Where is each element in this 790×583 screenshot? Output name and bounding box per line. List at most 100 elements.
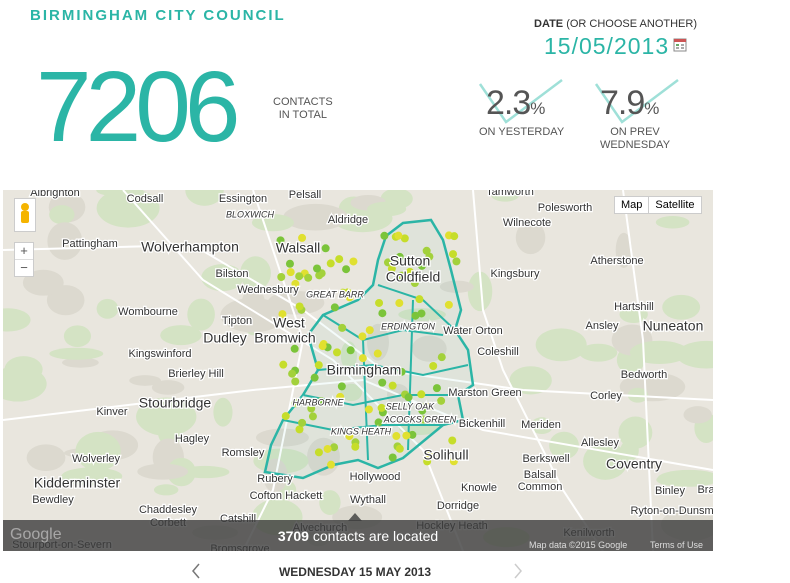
contact-dot [337,382,346,391]
place-label: Brierley Hill [168,368,224,380]
contact-dot [336,392,345,401]
urban-area [96,190,160,228]
place-label: Romsley [222,447,265,459]
map-bg [3,190,713,551]
contact-dot [437,396,446,405]
terms[interactable]: Terms of Use [650,540,704,550]
contact-dot [288,369,297,378]
urban-area [411,335,447,362]
contact-dot [395,299,404,308]
contact-dot [418,406,427,415]
google-logo: Google [10,526,62,543]
contact-dot [417,390,426,399]
place-label: ACOCKS GREEN [383,414,457,424]
place-label: Chaddesley [139,504,198,516]
contact-dot [377,403,386,412]
place-label: Rubery [257,473,293,485]
overlay-count: 3709 [277,528,309,544]
urban-area [240,256,271,290]
contact-dot [365,326,374,335]
urban-area [255,428,309,447]
calendar-icon[interactable] [673,38,687,52]
date[interactable]: 15/05/2013 [544,33,670,59]
place-label: Berkswell [522,453,569,465]
place-label: Tipton [222,315,252,327]
place-label: Knowle [461,482,497,494]
stat-unit: % [530,99,545,118]
place-label: Atherstone [590,255,643,267]
pointer [348,513,362,521]
nav-date: WEDNESDAY 15 MAY 2013 [278,565,432,579]
contact-dot [338,288,347,297]
urban-area [530,417,554,435]
contact-dot [351,442,360,451]
total-label-2: IN TOTAL [278,109,327,121]
place-label: Ansley [585,320,619,332]
contact-dot [323,444,332,453]
urban-area [4,356,43,383]
title: BIRMINGHAM CITY COUNCIL [30,7,286,24]
urban-area [509,366,552,395]
place-label: Bra [697,484,713,496]
contact-dot [285,259,294,268]
total-label-1: CONTACTS [273,96,333,108]
contact-dot [397,367,406,376]
contact-dot [392,432,401,441]
contact-dot [310,373,319,382]
contact-dot [330,303,339,312]
attribution: Map data ©2015 Google [529,540,628,550]
contact-dot [378,378,387,387]
zoom-out[interactable]: − [20,260,28,275]
map-button[interactable]: Map [615,197,650,213]
contact-dot [291,279,300,288]
contact-dot [327,460,336,469]
pegman[interactable] [14,198,36,232]
stat-label: ON YESTERDAY [479,126,565,138]
urban-area [340,383,363,402]
contact-dot [278,310,287,319]
urban-area [137,463,188,480]
urban-area [583,442,628,480]
place-label: Cofton Hackett [250,490,323,502]
stat-label: ON PREV WEDNESDAY [590,126,680,152]
stat-label-1: ON PREV [610,126,660,138]
contact-dot [277,273,286,282]
contact-dot [395,252,404,261]
place-label: Essington [219,193,267,205]
contact-dot [276,236,285,245]
contact-dot [410,279,419,288]
urban-area [61,467,123,486]
contact-dot [333,348,342,357]
place-label: Meriden [521,419,561,431]
urban-area [96,190,144,197]
place-label: Balsall [524,469,556,481]
contact-dot [345,432,354,441]
contact-dot [395,444,404,453]
urban-area [129,375,161,386]
place-label: Polesworth [538,202,592,214]
place-label: Pelsall [289,190,321,201]
contact-dot [358,332,367,341]
urban-area [63,325,92,348]
urban-area [160,325,202,346]
place-label: GREAT BARR [306,289,364,299]
contact-dot [338,323,347,332]
map-button[interactable]: Satellite [655,199,695,211]
contact-dot [364,405,373,414]
contact-dot [291,399,300,408]
contact-dot [298,418,307,427]
contact-dot [304,273,313,282]
urban-area [319,490,341,515]
contact-dot [342,265,351,274]
map[interactable]: Albrighton Codsall Essington Pelsall Tamwort… [3,190,713,551]
place-label: Dorridge [437,500,479,512]
urban-area [187,298,215,331]
zoom-in[interactable]: + [15,243,33,260]
contact-dot [318,342,327,351]
next-arrow[interactable] [512,562,524,580]
date-label-strong: DATE [534,18,564,30]
place-label: Wednesbury [237,284,299,296]
urban-area [62,357,99,368]
prev-arrow[interactable] [190,562,202,580]
